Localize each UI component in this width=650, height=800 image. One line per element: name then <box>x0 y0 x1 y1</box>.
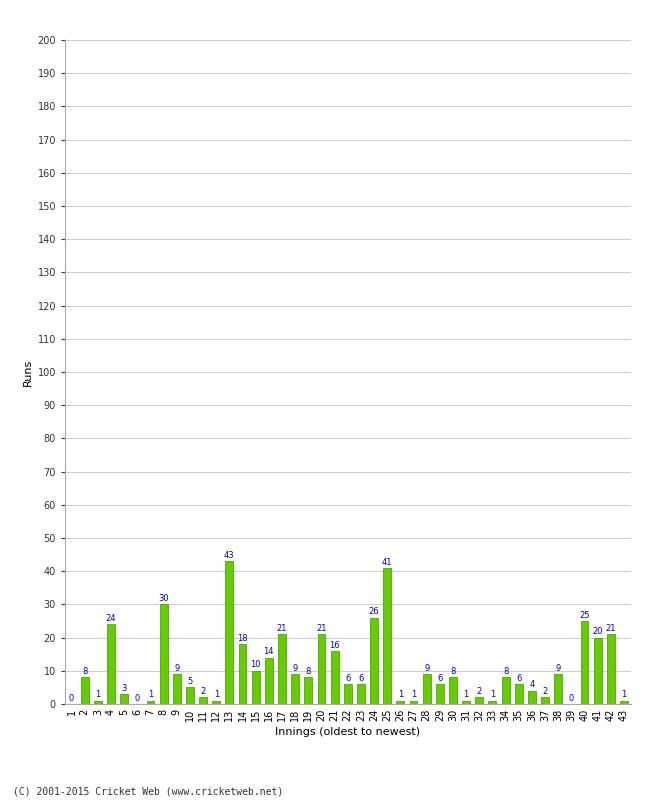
Text: 6: 6 <box>358 674 363 682</box>
Text: 20: 20 <box>592 627 603 636</box>
Text: 9: 9 <box>292 664 298 673</box>
Text: 0: 0 <box>135 694 140 702</box>
Text: 1: 1 <box>148 690 153 699</box>
Text: 1: 1 <box>411 690 416 699</box>
Bar <box>620 701 628 704</box>
Text: (C) 2001-2015 Cricket Web (www.cricketweb.net): (C) 2001-2015 Cricket Web (www.cricketwe… <box>13 786 283 796</box>
Text: 8: 8 <box>306 667 311 676</box>
Bar <box>462 701 470 704</box>
Text: 1: 1 <box>463 690 469 699</box>
Bar <box>541 698 549 704</box>
Text: 6: 6 <box>345 674 350 682</box>
Text: 2: 2 <box>542 687 548 696</box>
Text: 1: 1 <box>398 690 403 699</box>
Text: 16: 16 <box>330 641 340 650</box>
Bar <box>475 698 483 704</box>
Bar <box>213 701 220 704</box>
X-axis label: Innings (oldest to newest): Innings (oldest to newest) <box>275 727 421 737</box>
Bar <box>515 684 523 704</box>
Bar <box>607 634 615 704</box>
Bar <box>317 634 326 704</box>
Text: 24: 24 <box>106 614 116 623</box>
Text: 1: 1 <box>621 690 627 699</box>
Text: 8: 8 <box>82 667 87 676</box>
Text: 2: 2 <box>200 687 205 696</box>
Bar <box>396 701 404 704</box>
Text: 8: 8 <box>503 667 508 676</box>
Bar <box>265 658 273 704</box>
Bar <box>291 674 299 704</box>
Bar <box>593 638 601 704</box>
Text: 6: 6 <box>437 674 443 682</box>
Bar <box>173 674 181 704</box>
Text: 43: 43 <box>224 551 235 560</box>
Bar <box>436 684 444 704</box>
Bar <box>94 701 102 704</box>
Text: 3: 3 <box>122 684 127 693</box>
Text: 25: 25 <box>579 610 590 620</box>
Text: 1: 1 <box>96 690 101 699</box>
Bar <box>422 674 430 704</box>
Bar <box>278 634 286 704</box>
Text: 14: 14 <box>264 647 274 656</box>
Text: 4: 4 <box>529 680 534 690</box>
Text: 21: 21 <box>277 624 287 633</box>
Bar <box>81 678 88 704</box>
Bar <box>107 624 115 704</box>
Text: 10: 10 <box>250 661 261 670</box>
Text: 9: 9 <box>424 664 429 673</box>
Bar <box>344 684 352 704</box>
Bar <box>252 670 259 704</box>
Bar <box>239 644 246 704</box>
Bar <box>357 684 365 704</box>
Bar <box>146 701 155 704</box>
Text: 1: 1 <box>490 690 495 699</box>
Bar <box>120 694 128 704</box>
Bar <box>370 618 378 704</box>
Text: 0: 0 <box>69 694 74 702</box>
Text: 0: 0 <box>569 694 574 702</box>
Bar <box>488 701 497 704</box>
Bar <box>580 621 588 704</box>
Bar <box>304 678 312 704</box>
Bar <box>449 678 457 704</box>
Text: 9: 9 <box>174 664 179 673</box>
Text: 1: 1 <box>214 690 219 699</box>
Text: 30: 30 <box>159 594 169 603</box>
Bar <box>410 701 417 704</box>
Text: 41: 41 <box>382 558 393 566</box>
Text: 18: 18 <box>237 634 248 643</box>
Bar <box>226 562 233 704</box>
Bar <box>554 674 562 704</box>
Bar <box>160 605 168 704</box>
Bar <box>199 698 207 704</box>
Text: 9: 9 <box>556 664 561 673</box>
Text: 5: 5 <box>187 677 192 686</box>
Bar <box>384 568 391 704</box>
Text: 2: 2 <box>476 687 482 696</box>
Text: 21: 21 <box>316 624 327 633</box>
Bar <box>331 651 339 704</box>
Text: 6: 6 <box>516 674 521 682</box>
Y-axis label: Runs: Runs <box>23 358 33 386</box>
Bar <box>528 690 536 704</box>
Text: 8: 8 <box>450 667 456 676</box>
Bar <box>186 687 194 704</box>
Bar <box>502 678 510 704</box>
Text: 21: 21 <box>606 624 616 633</box>
Text: 26: 26 <box>369 607 380 616</box>
